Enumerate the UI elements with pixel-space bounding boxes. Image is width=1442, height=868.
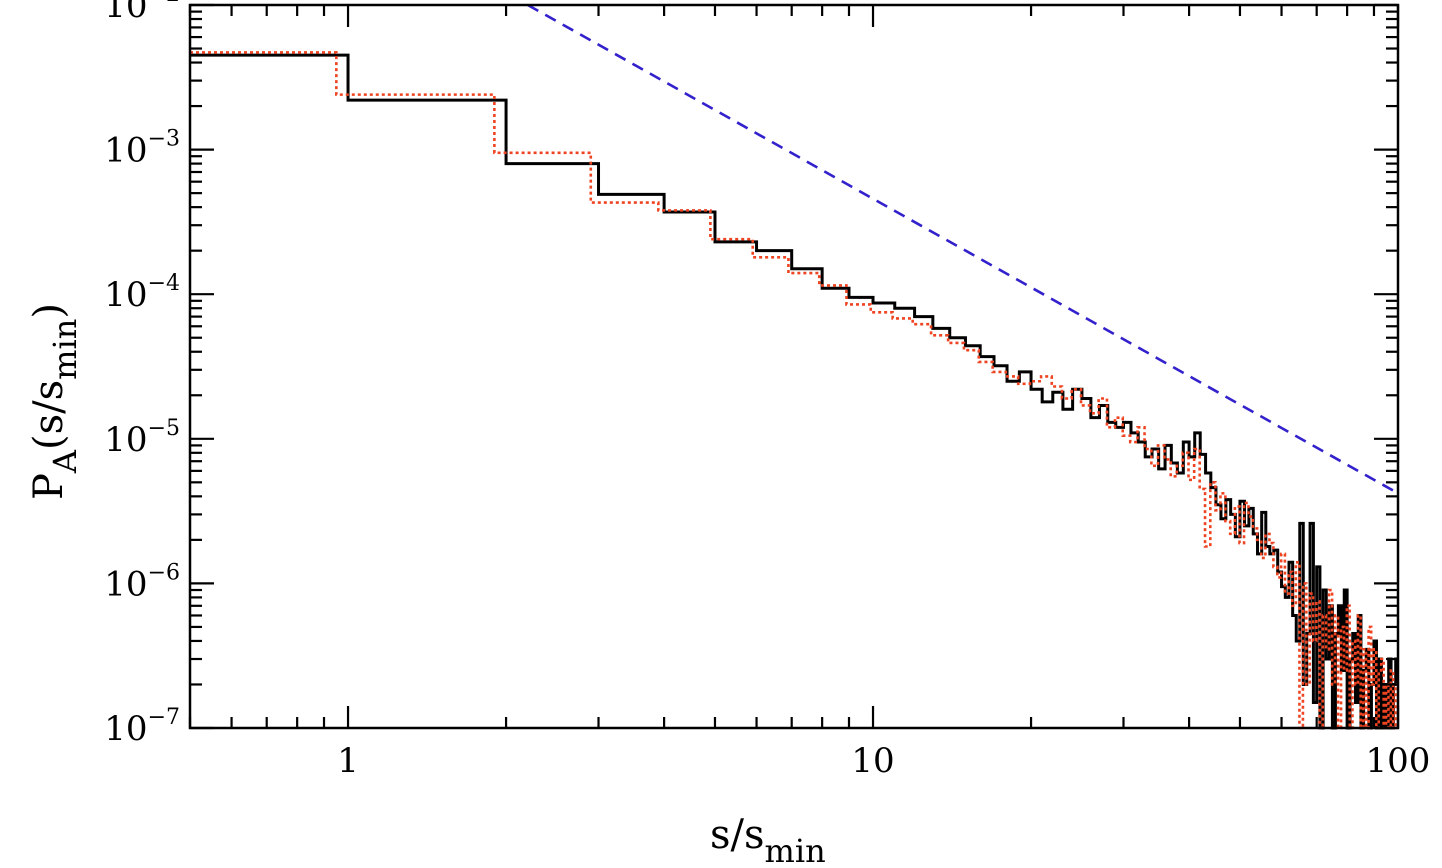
axis-ticks — [188, 3, 1400, 730]
y-tick-label: 10−7 — [104, 705, 180, 749]
plot-frame — [188, 3, 1400, 730]
y-tick-label: 10−3 — [104, 127, 180, 171]
y-axis-label: PA(s/smin) — [26, 303, 84, 500]
y-tick-label: 10−2 — [104, 0, 180, 26]
tick-labels: 1 10 100 10−2 10−3 10−4 10−5 10−6 10−7 — [104, 0, 1430, 781]
plot-series — [190, 3, 1399, 730]
y-tick-label: 10−6 — [104, 560, 180, 604]
y-tick-label: 10−4 — [104, 271, 180, 315]
series-dashed — [527, 3, 1399, 495]
series-dotted-step — [190, 51, 1398, 730]
y-tick-label: 10−5 — [104, 416, 180, 460]
x-axis-label: s/smin — [710, 812, 826, 868]
x-tick-label: 1 — [337, 741, 359, 781]
x-tick-label: 100 — [1366, 741, 1431, 781]
x-tick-label: 10 — [851, 741, 894, 781]
